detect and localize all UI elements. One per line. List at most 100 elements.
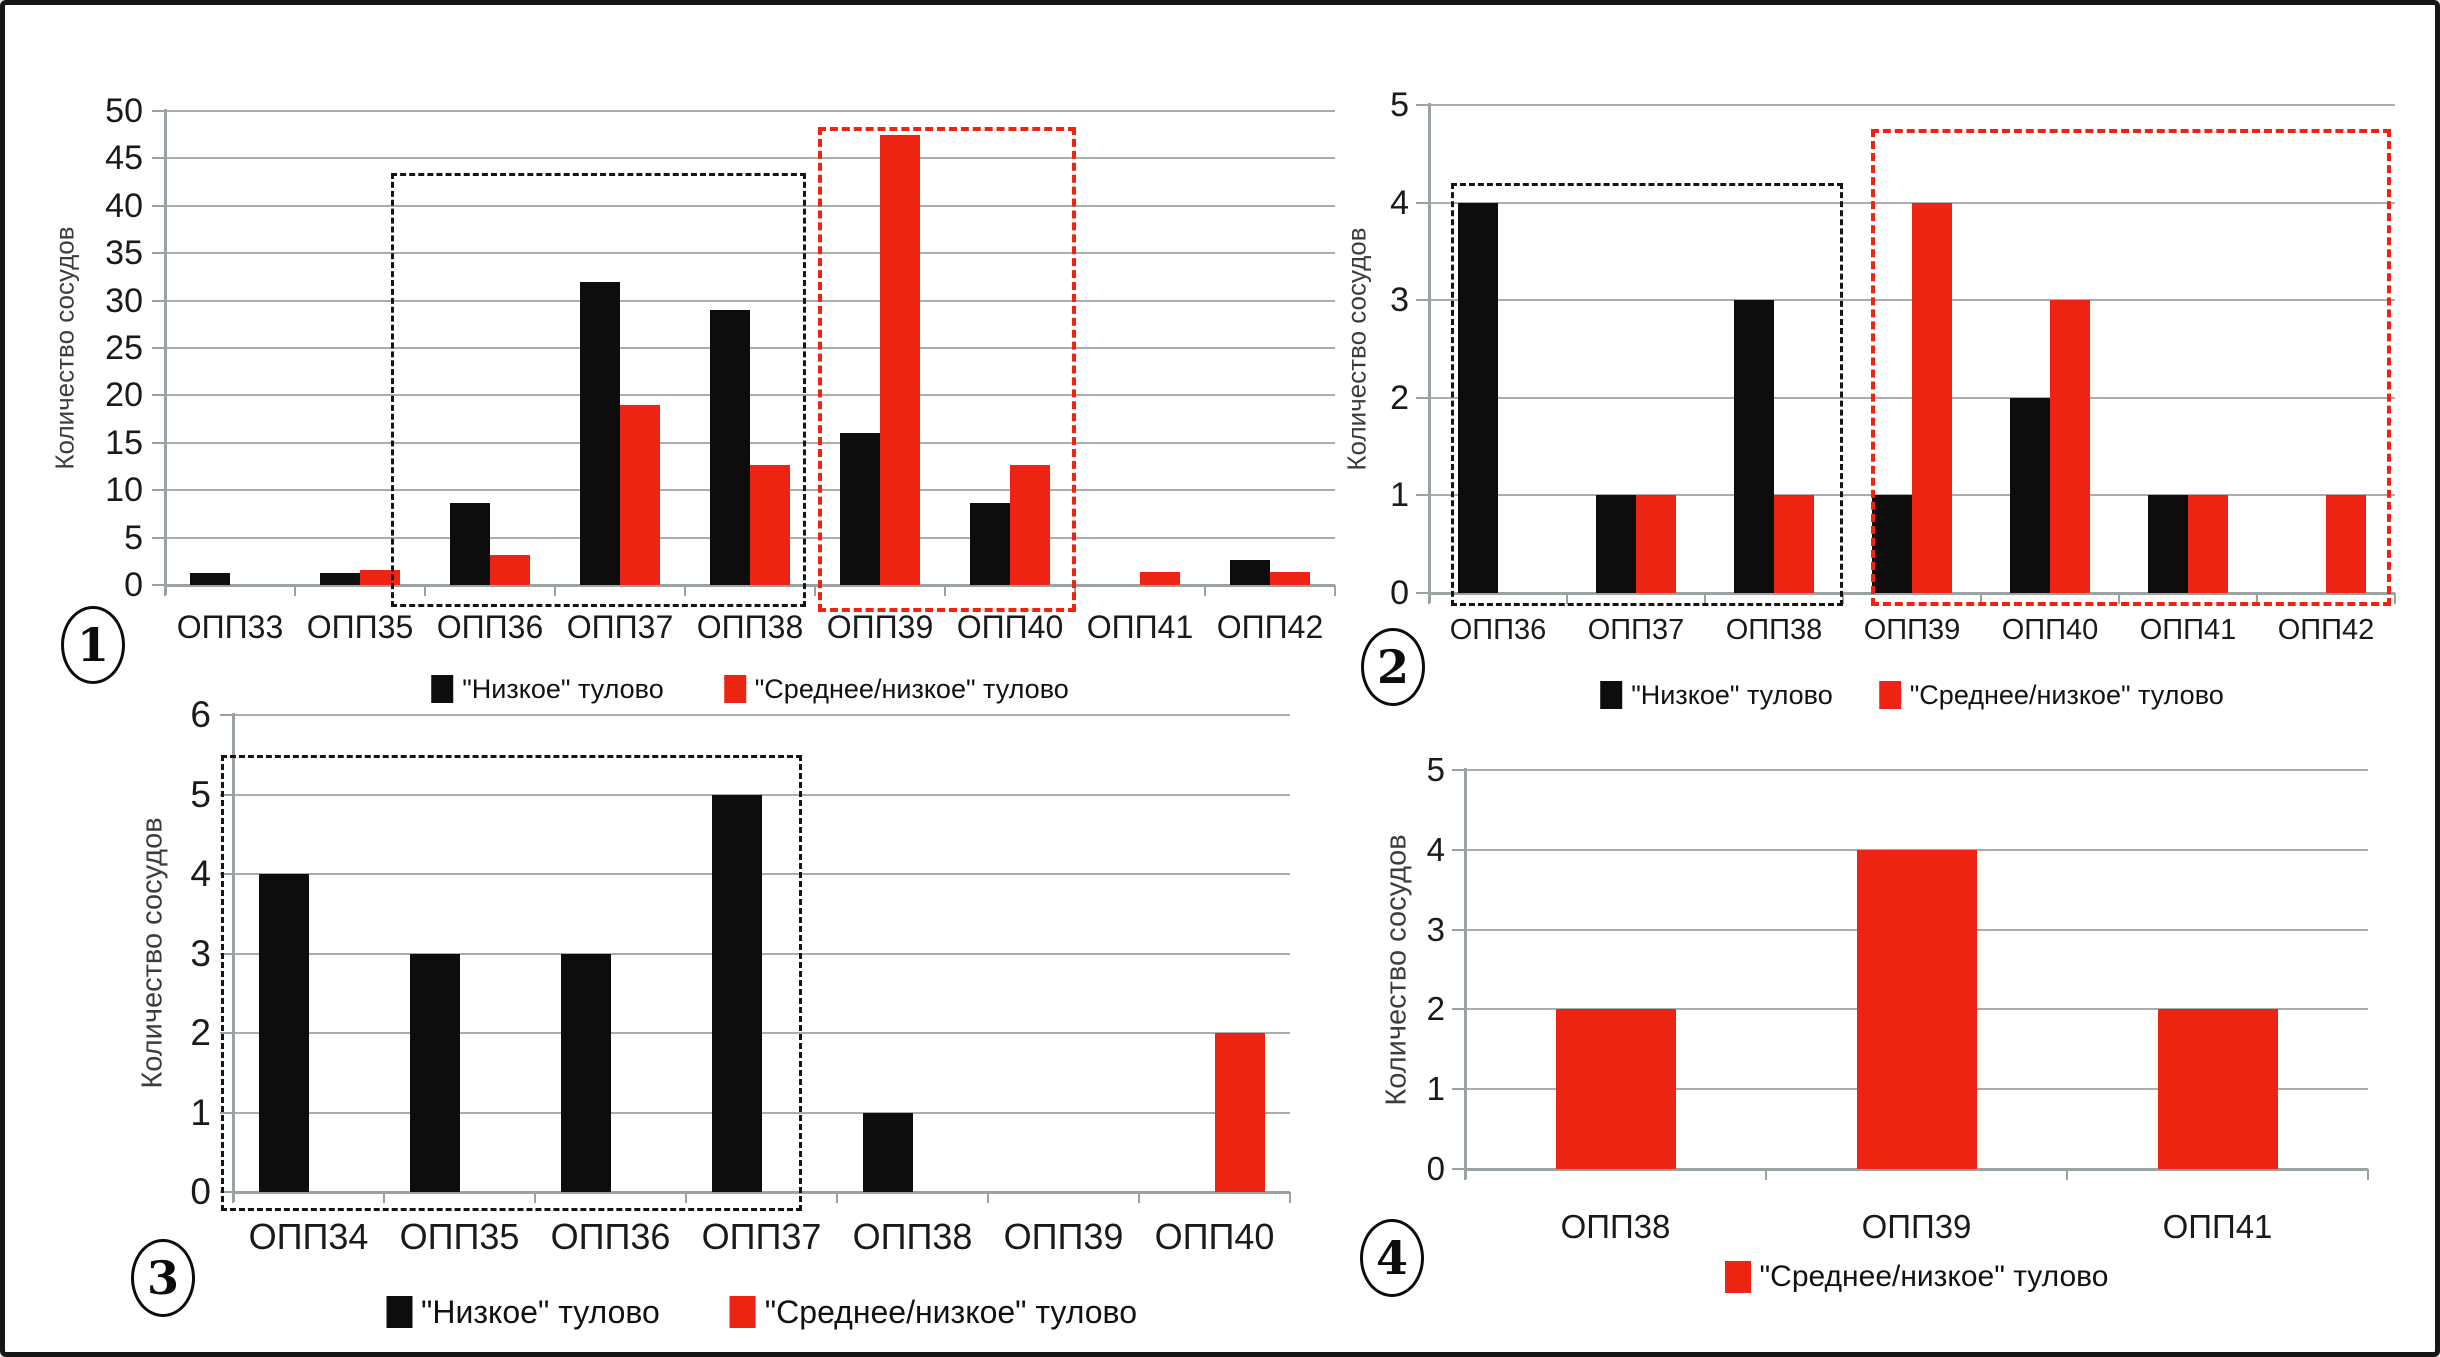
p1-gridline-50	[165, 110, 1335, 112]
p1-bar-opp36-s0	[450, 502, 490, 585]
p4-gridline-5	[1465, 769, 2368, 771]
p1-legend: "Низкое" тулово "Среднее/низкое" тулово	[431, 665, 1069, 713]
p4-legend-label-s0: "Среднее/низкое" тулово	[1759, 1260, 2109, 1293]
p1-bar-opp39-s0	[840, 433, 880, 585]
p1-xtick-mark-8	[1204, 585, 1206, 596]
p3-bar-opp35-s0	[409, 953, 460, 1192]
p3-xtick-mark-7	[1289, 1192, 1291, 1203]
p1-xlabel-opp36: ОПП36	[436, 609, 544, 645]
p2-xlabel-opp42: ОПП42	[2277, 614, 2375, 646]
p2-legend-item-s0: "Низкое" тулово	[1600, 680, 1833, 711]
p1-gridline-15	[165, 441, 1335, 444]
p4-legend: "Среднее/низкое" тулово	[1724, 1253, 2109, 1301]
p3-ytick-mark-1	[220, 1111, 233, 1114]
p4-y-axis	[1464, 768, 1467, 1179]
p2-ytick-mark-5	[1416, 104, 1429, 106]
p2-xlabel-opp37: ОПП37	[1587, 614, 1685, 646]
p3-ytick-mark-2	[220, 1032, 233, 1034]
p4-ytick-mark-1	[1452, 1088, 1465, 1091]
p3-xtick-mark-6	[1138, 1192, 1140, 1203]
p1-ytick-mark-45	[152, 157, 165, 160]
p3-bar-opp40-s1	[1214, 1033, 1265, 1192]
p1-ytick-mark-25	[152, 347, 165, 349]
p1-xtick-mark-4	[684, 585, 686, 596]
p4-bar-opp41-s0	[2157, 1009, 2278, 1169]
p1-legend-label-s0: "Низкое" тулово	[462, 673, 664, 704]
p4-xtick-mark-1	[1765, 1169, 1767, 1180]
p2-bar-opp41-s0	[2148, 495, 2188, 593]
p2-xtick-mark-4	[1980, 593, 1982, 604]
p1-legend-label-s1: "Среднее/низкое" тулово	[754, 673, 1069, 704]
p2-gridline-0	[1429, 592, 2395, 595]
p2-y-axis-title: Количество сосудов	[1341, 227, 1372, 471]
p3-legend-swatch-red-icon	[729, 1296, 756, 1328]
p1-xlabel-opp39: ОПП39	[826, 609, 934, 645]
p4-gridline-0	[1465, 1168, 2368, 1171]
p2-bar-opp36-s0	[1458, 202, 1498, 593]
p2-bar-opp38-s1	[1774, 495, 1814, 593]
p4-xtick-mark-2	[2066, 1169, 2068, 1180]
p1-xtick-mark-6	[944, 585, 946, 596]
p1-ytick-label-20: 20	[105, 376, 143, 415]
p2-panel-number: 2	[1361, 628, 1425, 706]
p4-ytick-label-1: 1	[1426, 1070, 1445, 1108]
p3-legend-label-s0: "Низкое" тулово	[421, 1293, 660, 1330]
p3-xlabel-opp35: ОПП35	[399, 1216, 520, 1257]
p1-bar-opp39-s1	[880, 134, 920, 585]
p3-bar-opp34-s0	[258, 874, 309, 1192]
p2-legend-label-s1: "Среднее/низкое" тулово	[1909, 679, 2224, 710]
p1-bar-opp38-s0	[710, 310, 750, 585]
p2-ytick-mark-3	[1416, 299, 1429, 302]
p3-bar-opp37-s0	[711, 794, 762, 1192]
p4-ytick-mark-4	[1452, 848, 1465, 851]
p4-xlabel-opp38: ОПП38	[1560, 1208, 1671, 1245]
p1-ytick-mark-5	[152, 536, 165, 539]
p1-annotation-box-black	[391, 172, 806, 607]
p3-xtick-mark-3	[685, 1192, 687, 1203]
p2-xlabel-opp39: ОПП39	[1863, 614, 1961, 646]
p1-xlabel-opp37: ОПП37	[566, 609, 674, 645]
p1-bar-opp40-s0	[970, 502, 1010, 585]
p2-xlabel-opp41: ОПП41	[2139, 614, 2237, 646]
p1-xlabel-opp35: ОПП35	[306, 609, 414, 645]
p2-xlabel-opp38: ОПП38	[1725, 614, 1823, 646]
p1-ytick-mark-10	[152, 489, 165, 492]
p1-annotation-box-red	[817, 127, 1077, 613]
p3-ytick-label-0: 0	[190, 1171, 211, 1212]
p4-ytick-label-3: 3	[1426, 910, 1445, 948]
p1-ytick-label-5: 5	[124, 518, 143, 557]
p2-bar-opp37-s1	[1636, 495, 1676, 593]
p2-gridline-5	[1429, 104, 2395, 106]
p2-bar-opp39-s0	[1872, 495, 1912, 593]
p1-y-axis	[164, 109, 167, 595]
p4-y-axis-title: Количество сосудов	[1380, 834, 1413, 1106]
p1-ytick-mark-20	[152, 394, 165, 397]
p1-xtick-mark-3	[554, 585, 556, 596]
p1-panel-number: 1	[61, 606, 125, 684]
p2-bar-opp42-s1	[2326, 495, 2366, 593]
p3-annotation-box-black	[220, 754, 803, 1212]
p1-gridline-30	[165, 299, 1335, 302]
p1-ytick-label-35: 35	[105, 234, 143, 273]
p2-ytick-mark-4	[1416, 201, 1429, 204]
p2-legend-item-s1: "Среднее/низкое" тулово	[1878, 679, 2224, 711]
p2-bar-opp40-s0	[2010, 397, 2050, 593]
p4-xlabel-opp39: ОПП39	[1861, 1208, 1972, 1245]
p2-ytick-mark-1	[1416, 494, 1429, 497]
p1-ytick-mark-40	[152, 204, 165, 207]
p4-ytick-label-5: 5	[1426, 751, 1445, 788]
p2-xlabel-opp40: ОПП40	[2001, 614, 2099, 646]
p1-ytick-label-0: 0	[124, 566, 143, 604]
p1-gridline-40	[165, 204, 1335, 207]
p4-panel-number: 4	[1360, 1219, 1424, 1297]
p3-ytick-mark-3	[220, 952, 233, 955]
p3-gridline-3	[233, 952, 1290, 955]
p1-ytick-label-45: 45	[105, 139, 143, 178]
p3-xlabel-opp39: ОПП39	[1003, 1216, 1124, 1257]
p2-bar-opp40-s1	[2050, 300, 2090, 593]
p3-xtick-mark-5	[987, 1192, 989, 1203]
p4-bar-opp39-s0	[1856, 849, 1977, 1169]
p1-bar-opp42-s0	[1230, 560, 1270, 585]
p3-y-axis	[232, 713, 235, 1202]
